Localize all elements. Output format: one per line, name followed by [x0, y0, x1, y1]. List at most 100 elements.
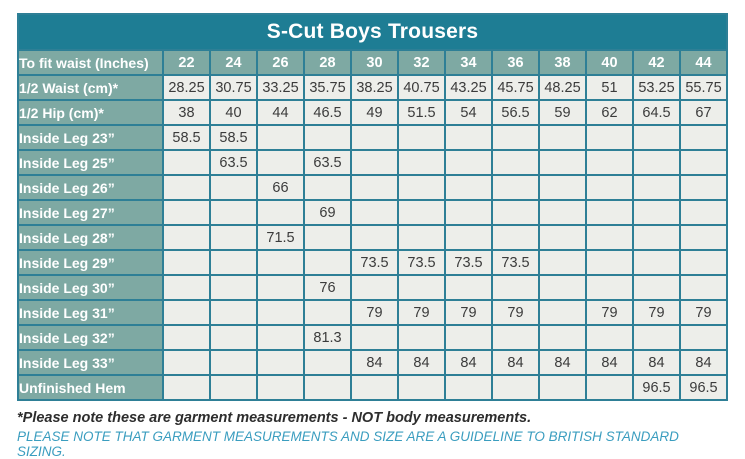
measurement-cell: [209, 299, 258, 326]
table-row: Inside Leg 26” 66: [17, 174, 728, 201]
measurement-cell: [397, 149, 446, 176]
measurement-cell: [585, 174, 634, 201]
measurement-cell: 55.75: [679, 74, 728, 101]
table-row: 1/2 Waist (cm)* 28.25 30.75 33.25 35.75 38.25…: [17, 74, 728, 101]
measurement-cell: [350, 224, 399, 251]
measurement-cell: [397, 374, 446, 401]
measurement-cell: 84: [491, 349, 540, 376]
measurement-cell: 67: [679, 99, 728, 126]
measurement-cell: [585, 149, 634, 176]
measurement-cell: [209, 174, 258, 201]
measurement-cell: 79: [679, 299, 728, 326]
measurement-cell: [585, 324, 634, 351]
measurement-cell: [585, 199, 634, 226]
measurement-cell: [679, 249, 728, 276]
size-column-header: 24: [209, 49, 258, 76]
measurement-cell: [162, 149, 211, 176]
measurement-cell: [256, 349, 305, 376]
measurement-cell: 58.5: [209, 124, 258, 151]
row-label: 1/2 Waist (cm)*: [17, 74, 164, 101]
measurement-cell: [491, 324, 540, 351]
measurement-cell: [350, 124, 399, 151]
table-row: Inside Leg 28” 71.5: [17, 224, 728, 251]
measurement-cell: [491, 124, 540, 151]
size-column-header: 22: [162, 49, 211, 76]
measurement-cell: [397, 199, 446, 226]
measurement-cell: [162, 249, 211, 276]
measurement-cell: 35.75: [303, 74, 352, 101]
measurement-cell: [209, 324, 258, 351]
measurement-cell: [303, 374, 352, 401]
table-row: Inside Leg 33” 84 84 84 84 84 84 84 84: [17, 349, 728, 376]
measurement-cell: [632, 174, 681, 201]
measurement-cell: [397, 174, 446, 201]
size-column-header: 36: [491, 49, 540, 76]
measurement-cell: 46.5: [303, 99, 352, 126]
measurement-cell: 62: [585, 99, 634, 126]
measurement-cell: [538, 174, 587, 201]
table-row: Unfinished Hem 96.5 96.5: [17, 374, 728, 401]
measurement-cell: 81.3: [303, 324, 352, 351]
table-row: 1/2 Hip (cm)* 38 40 44 46.5 49 51.5 54 56.5 59 62 6…: [17, 99, 728, 126]
measurement-cell: 53.25: [632, 74, 681, 101]
measurement-cell: 84: [679, 349, 728, 376]
measurement-cell: [256, 149, 305, 176]
measurement-cell: [585, 374, 634, 401]
measurement-cell: [209, 224, 258, 251]
measurement-cell: 45.75: [491, 74, 540, 101]
measurement-cell: [162, 349, 211, 376]
measurement-cell: 51.5: [397, 99, 446, 126]
measurement-cell: [491, 224, 540, 251]
measurement-cell: 58.5: [162, 124, 211, 151]
measurement-cell: [538, 249, 587, 276]
measurement-cell: [538, 374, 587, 401]
measurement-cell: [444, 124, 493, 151]
measurement-cell: [444, 199, 493, 226]
measurement-cell: [538, 124, 587, 151]
measurement-cell: [538, 149, 587, 176]
measurement-cell: [538, 199, 587, 226]
measurement-cell: 79: [444, 299, 493, 326]
measurement-cell: [679, 124, 728, 151]
measurement-cell: [162, 224, 211, 251]
measurement-cell: 84: [585, 349, 634, 376]
measurement-cell: [162, 199, 211, 226]
measurement-cell: 96.5: [632, 374, 681, 401]
size-column-header: 38: [538, 49, 587, 76]
garment-measurements-note: *Please note these are garment measureme…: [17, 410, 532, 426]
measurement-cell: [444, 174, 493, 201]
waist-header-label: To fit waist (Inches): [17, 49, 164, 76]
measurement-cell: [491, 174, 540, 201]
row-label: Inside Leg 33”: [17, 349, 164, 376]
measurement-cell: 73.5: [350, 249, 399, 276]
table-row: Inside Leg 29” 73.5 73.5 73.5 73.5: [17, 249, 728, 276]
measurement-cell: [538, 324, 587, 351]
measurement-cell: [538, 274, 587, 301]
size-column-header: 26: [256, 49, 305, 76]
measurement-cell: [209, 199, 258, 226]
measurement-cell: 76: [303, 274, 352, 301]
measurement-cell: [538, 224, 587, 251]
measurement-cell: 40: [209, 99, 258, 126]
measurement-cell: [491, 274, 540, 301]
measurement-cell: [679, 324, 728, 351]
measurement-cell: 73.5: [397, 249, 446, 276]
measurement-cell: 66: [256, 174, 305, 201]
header-row: To fit waist (Inches) 22 24 26 28 30 32 34 36 38 4…: [17, 49, 728, 76]
measurement-cell: [632, 249, 681, 276]
measurement-cell: 30.75: [209, 74, 258, 101]
measurement-cell: 63.5: [303, 149, 352, 176]
measurement-cell: 51: [585, 74, 634, 101]
row-label: Inside Leg 25”: [17, 149, 164, 176]
measurement-cell: [256, 124, 305, 151]
measurement-cell: [679, 274, 728, 301]
measurement-cell: [162, 324, 211, 351]
measurement-cell: [162, 299, 211, 326]
measurement-cell: [397, 224, 446, 251]
measurement-cell: [585, 249, 634, 276]
measurement-cell: [632, 124, 681, 151]
row-label: 1/2 Hip (cm)*: [17, 99, 164, 126]
row-label: Inside Leg 31”: [17, 299, 164, 326]
size-column-header: 34: [444, 49, 493, 76]
measurement-cell: [303, 124, 352, 151]
